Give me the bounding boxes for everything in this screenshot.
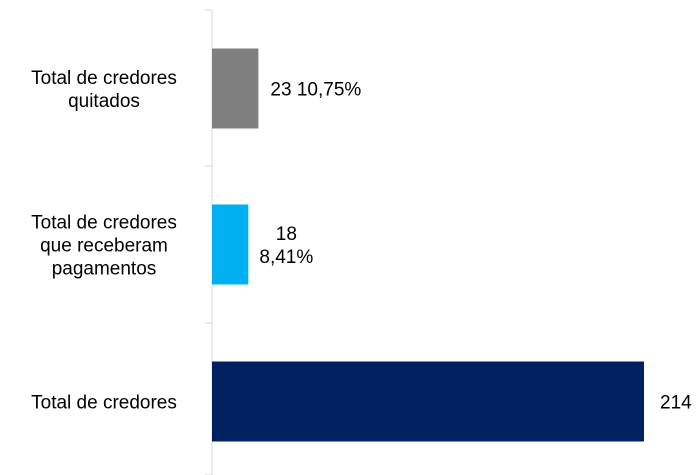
category-label-line: pagamentos xyxy=(52,259,157,280)
data-label: 214 xyxy=(660,393,692,414)
data-label-line: 8,41% xyxy=(259,247,313,268)
data-label-line: 18 xyxy=(276,224,297,245)
category-label-line: que receberam xyxy=(40,236,168,257)
category-label: Total de credores xyxy=(31,393,177,414)
category-label-line: Total de credores xyxy=(31,393,177,414)
data-label-line: 214 xyxy=(660,393,692,414)
category-label-line: Total de credores xyxy=(31,68,177,89)
bar xyxy=(212,48,259,129)
data-label: 23 10,75% xyxy=(270,80,361,101)
category-label: Total de credores que receberam pagamentos xyxy=(31,213,177,280)
category-label-line: Total de credores xyxy=(31,213,177,234)
bar xyxy=(212,204,249,285)
category-label: Total de credores quitados xyxy=(31,68,177,112)
data-label: 18 8,41% xyxy=(259,224,313,268)
bar xyxy=(212,361,644,442)
data-label-line: 23 10,75% xyxy=(270,80,361,101)
category-label-line: quitados xyxy=(68,91,140,112)
